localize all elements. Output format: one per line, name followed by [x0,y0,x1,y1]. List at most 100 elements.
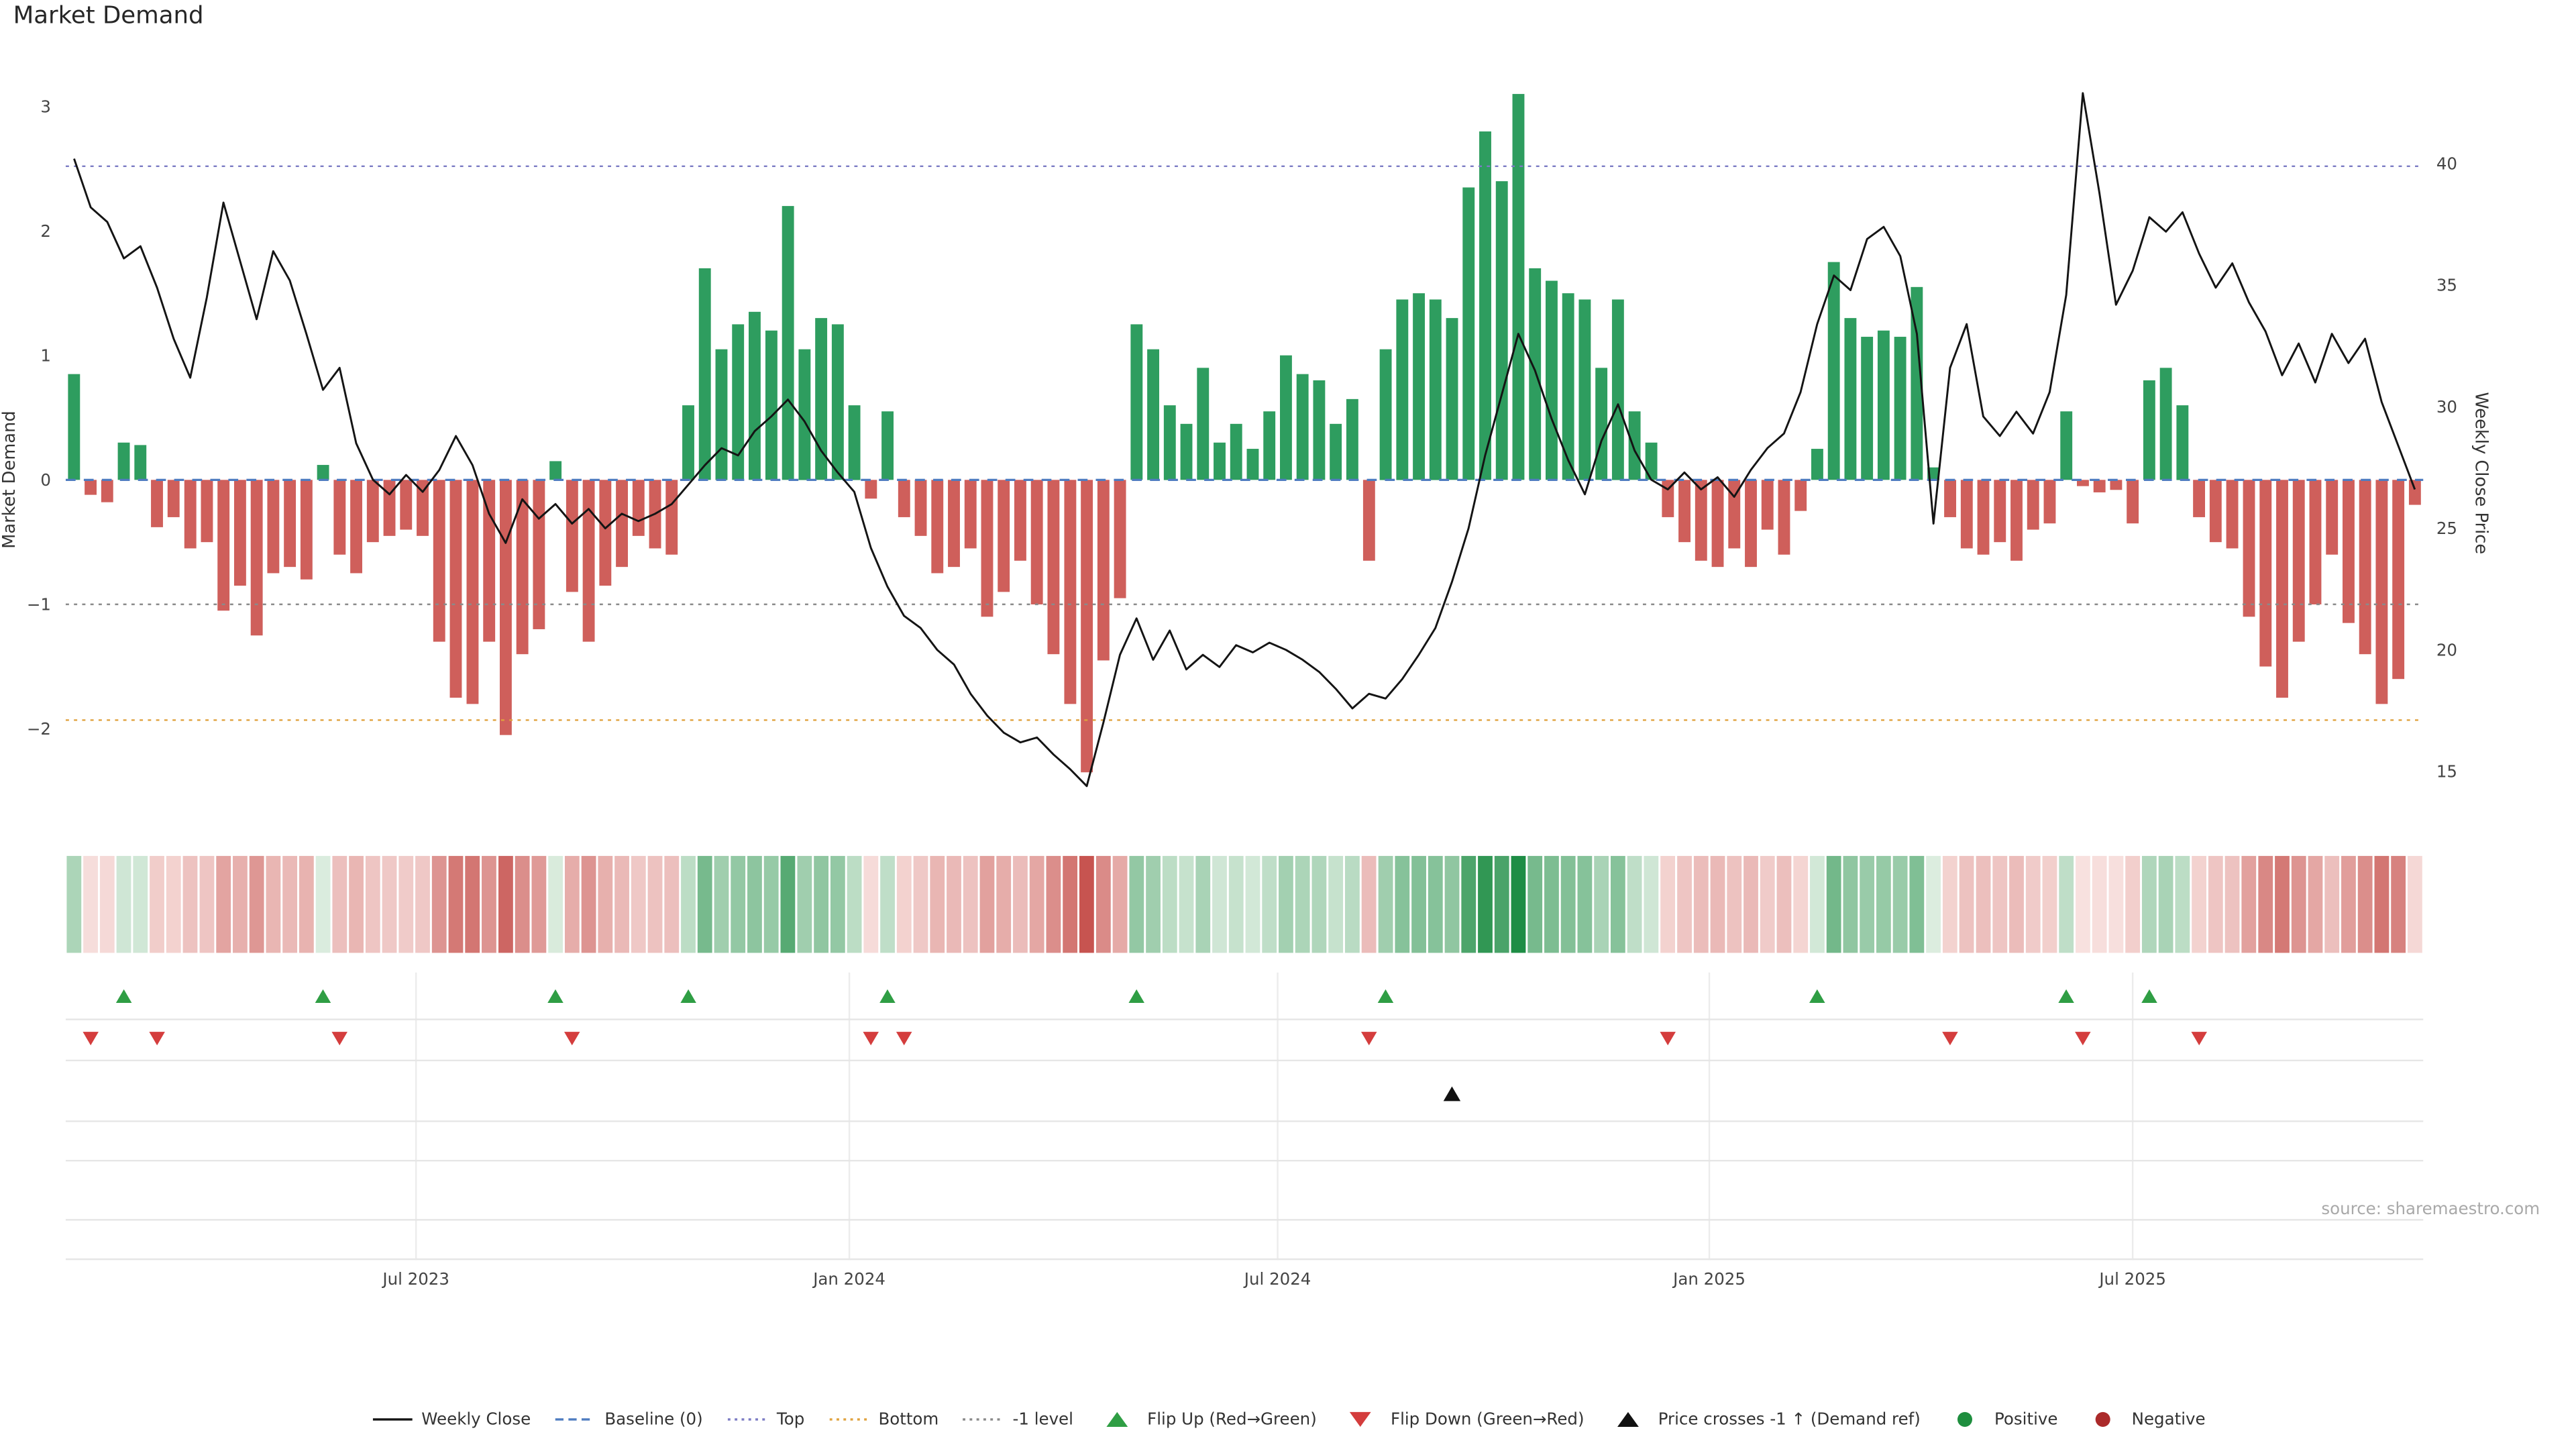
heatmap-cell [1594,855,1609,953]
heatmap-cell [1162,855,1177,953]
heatmap-cell [1245,855,1260,953]
heatmap-cell [398,855,414,953]
demand-bar-negative [2292,480,2305,642]
demand-bar-negative [383,480,396,536]
heatmap-cell [1826,855,1841,953]
heatmap-cell [1527,855,1543,953]
heatmap-cell [2308,855,2323,953]
y-tick-label: 0 [40,470,51,490]
demand-bar-positive [1844,318,1857,480]
heatmap-cell [2391,855,2406,953]
y-tick-label: 1 [40,345,51,365]
heatmap-cell [1063,855,1078,953]
heatmap-cell [780,855,796,953]
heatmap-cell [1560,855,1576,953]
demand-bar-positive [1230,423,1242,480]
demand-bar-negative [2027,480,2039,530]
legend-label: Top [776,1410,805,1429]
legend-item-1-level: -1 level [962,1409,1073,1429]
demand-bar-positive [1214,442,1226,480]
demand-bar-positive [1163,405,1176,480]
demand-bar-negative [1662,480,1674,517]
demand-bar-negative [85,480,97,495]
heatmap-cell [465,855,480,953]
heatmap-cell [1660,855,1675,953]
heatmap-cell [2192,855,2206,953]
heatmap-cell [266,855,281,953]
price-cross-marker [1443,1086,1461,1102]
price-line [73,92,2416,788]
price-tick-label: 35 [2436,276,2457,295]
heatmap-cell [2341,855,2356,953]
heatmap-cell [2291,855,2306,953]
price-tick-label: 40 [2436,154,2457,174]
legend-label: Bottom [878,1410,939,1429]
heatmap-cell [1926,855,1941,953]
legend-label: Flip Down (Green→Red) [1390,1410,1585,1429]
heatmap-cell [847,855,862,953]
demand-bar-negative [2093,480,2106,492]
heatmap-cell [349,855,364,953]
demand-bar-negative [2193,480,2206,517]
heatmap-cell [1428,855,1443,953]
heatmap-cell [365,855,380,953]
heatmap-cell [1095,855,1111,953]
heatmap-cell [1195,855,1211,953]
demand-bar-positive [1611,299,1624,480]
heatmap-cell [315,855,331,953]
demand-bar-negative [1960,480,1973,549]
y-tick-label: −1 [27,594,51,614]
demand-bar-negative [914,480,927,536]
heatmap-cell [1677,855,1692,953]
heatmap-cell [133,855,148,953]
heatmap-cell [1976,855,1991,953]
heatmap-cell [431,855,447,953]
heatmap-cell [2175,855,2190,953]
flip-up-marker [1377,989,1394,1003]
heatmap-cell [1395,855,1410,953]
heatmap-cell [2275,855,2290,953]
demand-bar-positive [1346,398,1358,480]
demand-bar-negative [1678,480,1691,543]
heatmap-cell [1892,855,1908,953]
heatmap-cell [2141,855,2157,953]
x-tick-label: Jul 2023 [381,1269,449,1289]
flip-up-marker [2141,989,2157,1003]
price-tick-label: 30 [2436,397,2457,417]
x-tick-label: Jan 2024 [812,1269,885,1289]
1-level-icon [963,1418,1003,1421]
heatmap-cell [299,855,314,953]
heatmap-cell [896,855,912,953]
heatmap-cell [182,855,198,953]
heatmap-cell [1776,855,1792,953]
heatmap-cell [216,855,231,953]
demand-bar-positive [1479,131,1491,480]
demand-bar-negative [184,480,197,549]
heatmap-cell [1228,855,1244,953]
source-credit: source: sharemaestro.com [2321,1201,2540,1220]
demand-bar-positive [1462,187,1475,480]
demand-bar-negative [998,480,1010,592]
heatmap-cell [2208,855,2223,953]
demand-bar-negative [333,480,346,555]
demand-bar-negative [2127,480,2139,524]
demand-bar-positive [682,405,694,480]
heatmap-cell [1129,855,1144,953]
heatmap-cell [199,855,215,953]
demand-bar-positive [1429,299,1442,480]
demand-bar-negative [2326,480,2339,555]
demand-bar-negative [2010,480,2023,561]
heatmap-cell [1860,855,1875,953]
heatmap-cell [1876,855,1891,953]
demand-bar-negative [167,480,180,517]
demand-bar-positive [1894,337,1907,480]
demand-bar-negative [964,480,977,549]
flip-down-marker [331,1032,347,1046]
heatmap-cell [814,855,829,953]
heatmap-cell [747,855,762,953]
demand-bar-positive [1413,293,1426,480]
demand-bar-positive [1296,374,1309,480]
demand-bar-negative [1064,480,1077,704]
y-tick-label: 2 [40,221,51,241]
legend-item-positive: Positive [1943,1409,2057,1429]
